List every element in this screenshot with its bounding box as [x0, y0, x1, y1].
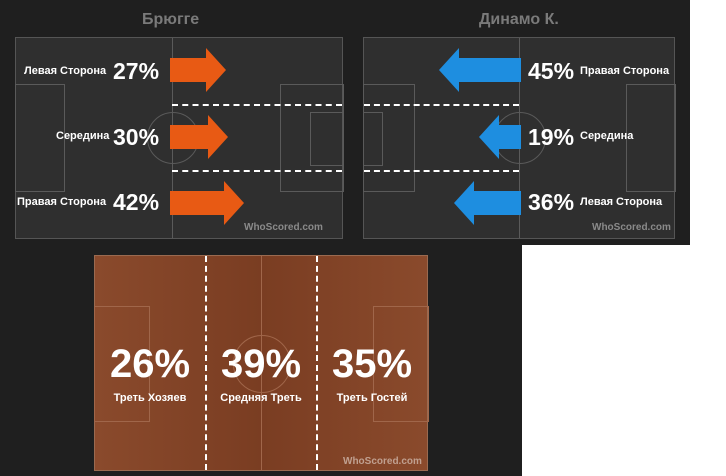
away-left-pct: 36%	[528, 189, 575, 215]
away-left-arrow	[454, 181, 521, 225]
home-center-pct: 30%	[113, 124, 160, 150]
home-right-pct: 42%	[113, 189, 160, 215]
center-circle	[233, 335, 291, 393]
divider-dashed	[364, 170, 519, 172]
zone-home-third-label: Треть Хозяев	[113, 392, 187, 404]
home-center-arrow	[170, 115, 228, 159]
zones-pitch: 26% Треть Хозяев 39% Средняя Треть 35% Т…	[94, 255, 429, 471]
home-left-pct: 27%	[113, 58, 160, 84]
zone-middle-third-label: Средняя Треть	[220, 392, 302, 404]
away-center-pct: 19%	[528, 124, 575, 150]
zone-away-third-label: Треть Гостей	[336, 392, 408, 404]
home-center-label: Середина	[56, 130, 110, 142]
zone-middle-third-pct: 39%	[220, 342, 302, 386]
away-right-label: Правая Сторона	[580, 65, 670, 77]
whoscored-watermark: WhoScored.com	[592, 222, 671, 233]
away-center-label: Середина	[580, 130, 634, 142]
divider-dashed	[172, 170, 342, 172]
away-center-arrow	[479, 115, 521, 159]
right-goal-box	[310, 112, 344, 166]
divider-dashed	[364, 104, 519, 106]
whoscored-watermark: WhoScored.com	[244, 222, 323, 233]
away-right-arrow	[439, 48, 521, 92]
home-right-arrow	[170, 181, 244, 225]
away-team-title: Динамо К.	[479, 11, 559, 28]
right-penalty-box	[373, 306, 429, 422]
divider-dashed	[172, 104, 342, 106]
home-right-label: Правая Сторона	[17, 196, 107, 208]
home-team-title: Брюгге	[142, 11, 200, 28]
attack-sides-panel: Брюгге Динамо К. WhoScored.com Левая Сто…	[0, 0, 690, 245]
home-left-arrow	[170, 48, 226, 92]
left-penalty-box	[15, 84, 65, 192]
right-penalty-box	[626, 84, 676, 192]
zone-divider-dashed	[205, 256, 207, 470]
zone-away-third-pct: 35%	[331, 342, 413, 386]
zone-home-third-pct: 26%	[109, 342, 191, 386]
away-left-label: Левая Сторона	[580, 196, 663, 208]
left-penalty-box	[94, 306, 150, 422]
action-zones-panel: 26% Треть Хозяев 39% Средняя Треть 35% Т…	[0, 245, 522, 476]
left-goal-box	[363, 112, 383, 166]
whoscored-watermark: WhoScored.com	[343, 456, 422, 467]
home-left-label: Левая Сторона	[24, 65, 107, 77]
away-right-pct: 45%	[528, 58, 575, 84]
zone-divider-dashed	[316, 256, 318, 470]
